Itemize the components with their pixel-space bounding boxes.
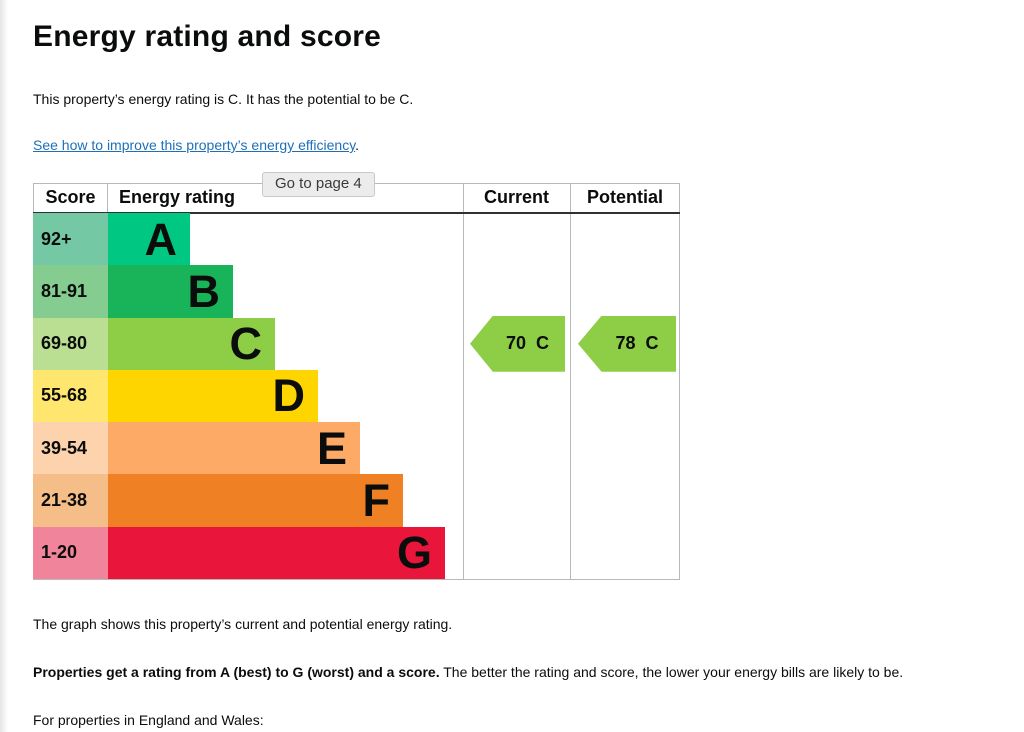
rating-explainer-rest: The better the rating and score, the low… — [439, 664, 904, 680]
current-rating-letter: C — [536, 333, 550, 354]
intro-text: This property’s energy rating is C. It h… — [33, 91, 414, 107]
band-range: 69-80 — [41, 333, 88, 354]
epc-rating-chart: Score Energy rating Current Potential 92… — [33, 183, 680, 580]
band-row: 39-54 E — [33, 422, 680, 475]
header-energy-rating: Energy rating — [119, 187, 236, 207]
chart-header-divider — [107, 183, 108, 213]
chart-bottom-border — [33, 579, 680, 580]
improve-link-line: See how to improve this property’s energ… — [33, 136, 359, 154]
band-row: 21-38 F — [33, 474, 680, 527]
header-potential: Potential — [586, 187, 663, 207]
chart-header-left-border — [33, 183, 34, 213]
page-edge-shade — [0, 0, 8, 732]
band-bar: D — [108, 369, 318, 423]
band-letter: D — [272, 370, 306, 422]
band-letter: E — [316, 422, 347, 474]
chart-header-underline — [33, 212, 680, 214]
potential-rating-value: 78 — [615, 333, 636, 354]
chart-potential-column-border — [570, 183, 571, 580]
band-letter: F — [362, 475, 391, 527]
current-rating-arrow: 70 C — [470, 315, 565, 372]
band-bar: C — [108, 317, 275, 370]
band-bar: G — [108, 526, 445, 579]
band-row: 81-91 B — [33, 265, 680, 318]
potential-rating-letter: C — [645, 333, 659, 354]
page-title: Energy rating and score — [33, 20, 382, 53]
band-range: 81-91 — [41, 280, 88, 301]
band-score-cell: 55-68 — [33, 369, 108, 423]
band-score-cell: 69-80 — [33, 317, 108, 370]
band-bar: A — [108, 213, 190, 266]
band-score-cell: 21-38 — [33, 474, 108, 527]
improve-efficiency-link[interactable]: See how to improve this property’s energ… — [33, 137, 356, 153]
band-row: 1-20 G — [33, 526, 680, 579]
band-range: 21-38 — [41, 490, 88, 511]
band-letter: A — [144, 213, 178, 265]
band-score-cell: 81-91 — [33, 265, 108, 318]
band-range: 1-20 — [41, 542, 78, 563]
band-row: 55-68 D — [33, 369, 680, 423]
chart-current-column-border — [463, 183, 464, 580]
band-row: 92+ A — [33, 213, 680, 266]
band-bar: B — [108, 265, 233, 318]
potential-rating-arrow: 78 C — [578, 315, 676, 372]
band-bar: E — [108, 422, 360, 475]
band-letter: B — [187, 265, 221, 317]
rating-explainer: Properties get a rating from A (best) to… — [33, 663, 903, 681]
header-score: Score — [45, 187, 96, 207]
band-range: 39-54 — [41, 437, 88, 458]
header-current: Current — [483, 187, 549, 207]
graph-caption: The graph shows this property’s current … — [33, 616, 453, 632]
band-score-cell: 92+ — [33, 213, 108, 266]
improve-link-period: . — [355, 137, 360, 153]
band-letter: G — [396, 527, 432, 579]
current-rating-value: 70 — [505, 333, 527, 354]
chart-right-border — [679, 183, 680, 580]
go-to-page-tooltip: Go to page 4 — [262, 172, 375, 197]
band-score-cell: 39-54 — [33, 422, 108, 475]
band-row: 69-80 C — [33, 317, 680, 370]
regions-line: For properties in England and Wales: — [33, 712, 264, 728]
band-score-cell: 1-20 — [33, 526, 108, 579]
band-range: 55-68 — [41, 385, 88, 406]
rating-explainer-bold: Properties get a rating from A (best) to… — [33, 664, 440, 680]
band-range: 92+ — [41, 228, 72, 249]
band-bar: F — [108, 474, 403, 527]
band-letter: C — [229, 318, 263, 370]
